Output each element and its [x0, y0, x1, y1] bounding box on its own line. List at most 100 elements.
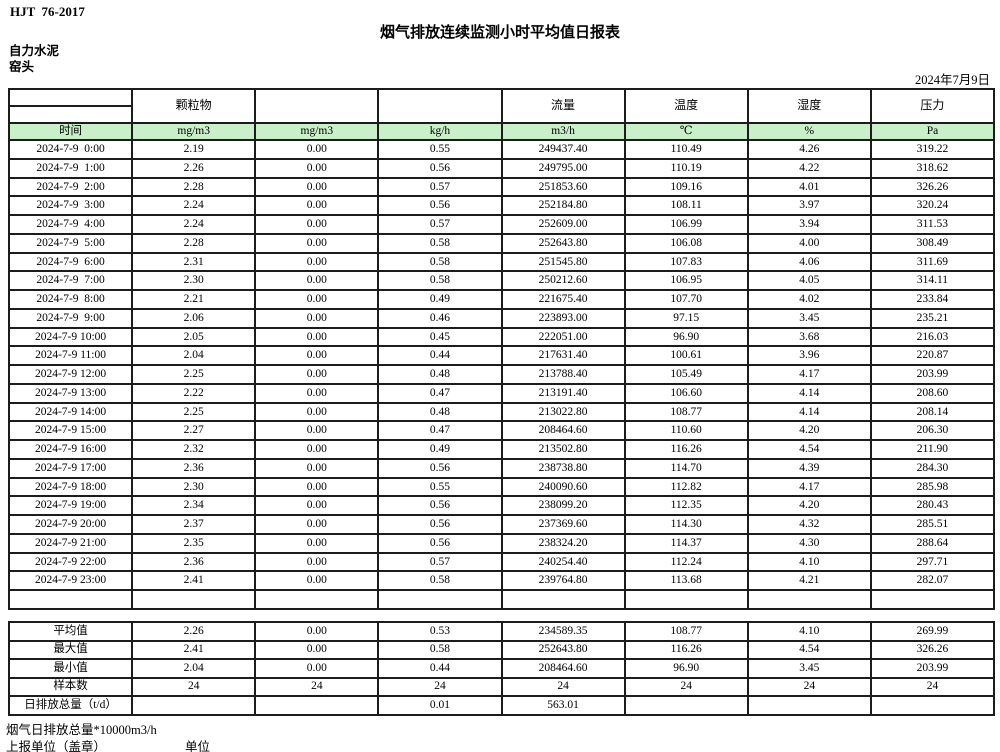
value-cell: 0.00 — [254, 289, 380, 310]
value-cell: 24 — [500, 676, 626, 697]
table-row: 2024-7-9 11:00 2.04 0.00 0.44 217631.40 100.6… — [7, 345, 996, 366]
value-cell: 106.60 — [623, 382, 749, 404]
value-cell: 2.36 — [131, 457, 257, 479]
value-cell: 4.10 — [746, 621, 872, 642]
table-row: 2024-7-9 8:00 2.21 0.00 0.49 221675.40 107.70… — [7, 289, 996, 310]
value-cell: 4.32 — [746, 514, 872, 535]
value-cell: 24 — [869, 676, 996, 697]
row-label-cell: 2024-7-9 14:00 — [7, 401, 134, 423]
hourly-rows: 2024-7-9 0:00 2.19 0.00 0.55 249437.40 110.49… — [7, 139, 996, 610]
value-cell: 0.47 — [377, 382, 503, 404]
col-group-blank-2 — [377, 88, 503, 124]
value-cell: 4.02 — [746, 289, 872, 310]
value-cell: 2.32 — [131, 439, 257, 460]
value-cell: 0.00 — [254, 232, 380, 254]
value-cell: 314.11 — [869, 270, 996, 291]
value-cell: 0.44 — [377, 658, 503, 679]
value-cell — [869, 589, 996, 610]
value-cell — [131, 589, 257, 610]
value-cell — [869, 695, 996, 716]
value-cell: 220.87 — [869, 345, 996, 366]
value-cell: 282.07 — [869, 570, 996, 591]
value-cell: 308.49 — [869, 232, 996, 254]
value-cell: 4.17 — [746, 364, 872, 385]
table-row: 2024-7-9 5:00 2.28 0.00 0.58 252643.80 106.08… — [7, 232, 996, 254]
value-cell: 0.00 — [254, 326, 380, 348]
value-cell: 106.95 — [623, 270, 749, 291]
value-cell: 2.25 — [131, 401, 257, 423]
value-cell — [623, 695, 749, 716]
value-cell: 4.01 — [746, 176, 872, 198]
table-row: 2024-7-9 9:00 2.06 0.00 0.46 223893.00 97.15 3… — [7, 307, 996, 329]
value-cell: 0.56 — [377, 514, 503, 535]
value-cell: 108.77 — [623, 621, 749, 642]
value-cell: 3.68 — [746, 326, 872, 348]
row-label-cell: 2024-7-9 2:00 — [7, 176, 134, 198]
value-cell: 320.24 — [869, 195, 996, 216]
value-cell — [131, 695, 257, 716]
value-cell: 0.58 — [377, 232, 503, 254]
value-cell: 285.98 — [869, 476, 996, 498]
value-cell: 0.48 — [377, 401, 503, 423]
value-cell: 2.19 — [131, 139, 257, 160]
value-cell: 4.06 — [746, 251, 872, 273]
value-cell: 2.27 — [131, 420, 257, 441]
value-cell: 0.00 — [254, 570, 380, 591]
value-cell: 112.24 — [623, 551, 749, 573]
summary-table: 平均值 2.26 0.00 0.53 234589.35 108.77 4.10 269.99… — [7, 621, 996, 716]
value-cell: 2.28 — [131, 176, 257, 198]
row-label-cell: 2024-7-9 15:00 — [7, 420, 134, 441]
value-cell: 4.26 — [746, 139, 872, 160]
value-cell: 240254.40 — [500, 551, 626, 573]
value-cell: 4.14 — [746, 382, 872, 404]
value-cell: 206.30 — [869, 420, 996, 441]
page-title: 烟气排放连续监测小时平均值日报表 — [379, 25, 620, 41]
table-row: 2024-7-9 14:00 2.25 0.00 0.48 213022.80 108.7… — [7, 401, 996, 423]
value-cell: 285.51 — [869, 514, 996, 535]
value-cell: 0.00 — [254, 270, 380, 291]
value-cell: 0.00 — [254, 658, 380, 679]
col-group-flow: 流量 — [500, 88, 626, 124]
value-cell: 208.60 — [869, 382, 996, 404]
value-cell: 4.00 — [746, 232, 872, 254]
value-cell: 24 — [746, 676, 872, 697]
value-cell: 4.10 — [746, 551, 872, 573]
table-row: 平均值 2.26 0.00 0.53 234589.35 108.77 4.10 269.99 — [7, 621, 996, 642]
table-row: 2024-7-9 3:00 2.24 0.00 0.56 252184.80 108.11… — [7, 195, 996, 216]
row-label-cell: 最大值 — [7, 639, 134, 660]
col-group-blank-1 — [254, 88, 380, 124]
value-cell: 2.04 — [131, 345, 257, 366]
value-cell: 108.11 — [623, 195, 749, 216]
value-cell: 2.24 — [131, 195, 257, 216]
value-cell — [746, 589, 872, 610]
value-cell: 2.30 — [131, 476, 257, 498]
value-cell: 0.56 — [377, 457, 503, 479]
value-cell: 0.58 — [377, 639, 503, 660]
table-row: 2024-7-9 22:00 2.36 0.00 0.57 240254.40 112.2… — [7, 551, 996, 573]
value-cell — [254, 589, 380, 610]
table-row: 2024-7-9 1:00 2.26 0.00 0.56 249795.00 110.19… — [7, 157, 996, 179]
value-cell: 326.26 — [869, 639, 996, 660]
value-cell: 0.00 — [254, 621, 380, 642]
value-cell: 0.58 — [377, 251, 503, 273]
header-unit-m3h: m3/h — [500, 122, 626, 141]
value-cell: 0.56 — [377, 195, 503, 216]
value-cell: 208464.60 — [500, 658, 626, 679]
value-cell: 284.30 — [869, 457, 996, 479]
value-cell: 0.58 — [377, 570, 503, 591]
unit-label: 单位 — [185, 740, 211, 752]
value-cell: 0.00 — [254, 532, 380, 554]
row-label-cell: 2024-7-9 21:00 — [7, 532, 134, 554]
value-cell: 213788.40 — [500, 364, 626, 385]
table-row: 2024-7-9 18:00 2.30 0.00 0.55 240090.60 112.8… — [7, 476, 996, 498]
value-cell: 252643.80 — [500, 232, 626, 254]
value-cell: 2.41 — [131, 570, 257, 591]
row-label-cell: 2024-7-9 16:00 — [7, 439, 134, 460]
value-cell: 112.82 — [623, 476, 749, 498]
value-cell: 2.06 — [131, 307, 257, 329]
table-row: 2024-7-9 2:00 2.28 0.00 0.57 251853.60 109.16… — [7, 176, 996, 198]
value-cell: 221675.40 — [500, 289, 626, 310]
value-cell: 110.60 — [623, 420, 749, 441]
value-cell: 311.69 — [869, 251, 996, 273]
value-cell: 4.05 — [746, 270, 872, 291]
